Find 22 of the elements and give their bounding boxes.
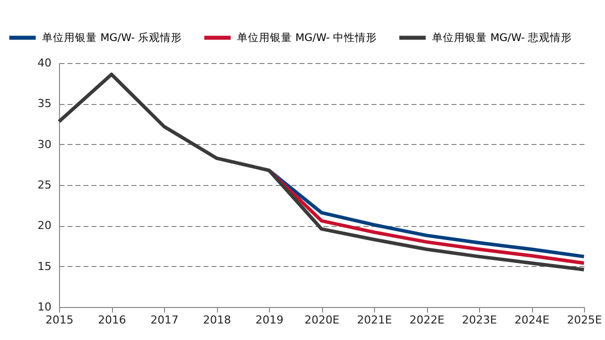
x-tick-label: 2021E (357, 314, 392, 326)
x-tick-label: 2024E (514, 314, 550, 326)
y-tick-label: 15 (38, 260, 52, 273)
y-tick-label: 20 (38, 219, 52, 232)
y-tick-label: 30 (38, 138, 52, 151)
x-tick-label: 2020E (304, 314, 340, 326)
x-tick-label: 2023E (462, 314, 498, 326)
line-series (57, 72, 586, 272)
y-tick-label: 35 (38, 97, 52, 110)
legend-label: 单位用银量 MG/W- 乐观情形 (42, 30, 182, 44)
y-tick-label: 40 (38, 56, 52, 70)
x-tick-label: 2022E (410, 314, 445, 326)
x-tick-label: 2025E (567, 314, 602, 326)
x-tick-label: 2018 (203, 314, 231, 326)
x-tick-label: 2015 (46, 314, 74, 326)
y-tick-label: 25 (38, 178, 52, 192)
y-tick-label: 10 (38, 300, 52, 314)
legend-label: 单位用银量 MG/W- 中性情形 (237, 30, 378, 44)
x-tick-label: 2017 (150, 314, 178, 326)
x-tick-label: 2016 (98, 314, 126, 326)
x-tick-label: 2019 (256, 314, 284, 326)
legend-label: 单位用银量 MG/W- 悲观情形 (432, 30, 572, 44)
